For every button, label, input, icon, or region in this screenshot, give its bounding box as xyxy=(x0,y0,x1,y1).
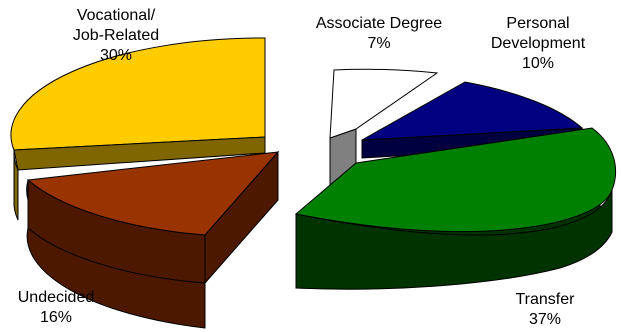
label-personal-value: 10% xyxy=(521,55,555,72)
label-vocational-value: 30% xyxy=(99,47,133,64)
label-vocational-line-2: Job-Related xyxy=(72,27,160,44)
slice-vocational-top xyxy=(10,37,266,151)
label-undecided-value: 16% xyxy=(39,309,73,326)
slice-vocational xyxy=(10,37,266,221)
label-associate-line-1: Associate Degree xyxy=(315,15,443,32)
label-vocational-line-1: Vocational/ xyxy=(76,7,156,24)
slice-undecided xyxy=(26,150,280,329)
slice-transfer-front xyxy=(295,189,613,290)
label-associate: Associate Degree 7% xyxy=(294,14,464,54)
slice-personal-top xyxy=(361,81,584,141)
label-transfer-value: 37% xyxy=(528,311,562,328)
label-associate-value: 7% xyxy=(367,35,391,52)
label-transfer-line-1: Transfer xyxy=(515,291,575,308)
slice-transfer xyxy=(294,127,616,290)
label-undecided-line-1: Undecided xyxy=(17,289,95,306)
label-personal-line-2: Development xyxy=(490,35,586,52)
slice-vocational-side xyxy=(13,149,19,221)
slice-undecided-outer-front xyxy=(27,178,206,284)
label-personal: Personal Development 10% xyxy=(468,14,608,74)
slice-transfer-top xyxy=(294,127,616,233)
label-personal-line-1: Personal xyxy=(506,15,570,32)
label-undecided: Undecided 16% xyxy=(0,288,112,328)
slice-associate-top xyxy=(329,68,439,139)
label-vocational: Vocational/ Job-Related 30% xyxy=(46,6,186,66)
label-transfer: Transfer 37% xyxy=(490,290,600,330)
